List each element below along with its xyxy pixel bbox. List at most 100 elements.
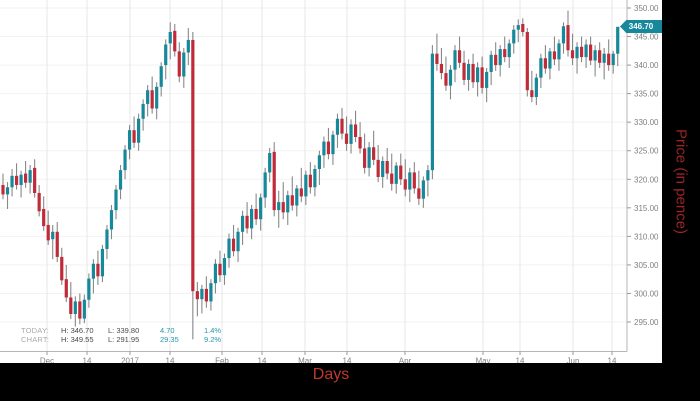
candle[interactable] [46,210,50,245]
candle[interactable] [14,163,19,190]
candle[interactable] [272,142,276,217]
candle[interactable] [78,293,82,325]
candle[interactable] [390,153,394,191]
candle[interactable] [539,53,543,88]
candle[interactable] [227,233,231,268]
candle[interactable] [579,36,584,63]
candle[interactable] [195,282,199,317]
candle[interactable] [394,162,398,194]
candle[interactable] [616,26,620,67]
candle[interactable] [304,170,308,205]
candle[interactable] [403,159,407,197]
candle[interactable] [358,122,362,154]
candle[interactable] [462,50,466,86]
candle[interactable] [173,23,177,57]
candle[interactable] [372,130,376,165]
candle[interactable] [168,22,172,60]
candle[interactable] [570,33,575,66]
candle[interactable] [222,253,227,285]
candle[interactable] [33,159,37,198]
candlestick-chart[interactable]: 350.00 345.00 340.00 335.00 330.00 325.00 320.… [0,0,662,363]
candle[interactable] [10,168,14,197]
candle[interactable] [498,45,502,77]
candle[interactable] [385,147,389,180]
candle[interactable] [408,167,412,203]
candle[interactable] [200,284,204,314]
candle[interactable] [417,170,421,205]
candle[interactable] [213,259,218,294]
candle[interactable] [236,227,240,263]
candle[interactable] [367,142,371,177]
candle[interactable] [73,296,77,327]
candle[interactable] [132,116,136,148]
candle[interactable] [503,36,507,63]
candle[interactable] [381,156,385,188]
candle[interactable] [105,224,109,260]
candle[interactable] [494,42,498,71]
candle[interactable] [268,147,272,183]
candle[interactable] [317,150,321,185]
candle[interactable] [611,50,615,74]
candle[interactable] [141,99,145,131]
candle[interactable] [326,127,331,160]
candle[interactable] [19,170,23,198]
candle[interactable] [439,47,444,80]
candle[interactable] [254,193,258,225]
candle[interactable] [399,153,403,185]
candle[interactable] [231,224,236,257]
candle[interactable] [525,27,529,97]
candle[interactable] [598,42,602,68]
candle[interactable] [91,259,95,294]
candle[interactable] [602,47,606,80]
candle[interactable] [250,204,254,240]
candle[interactable] [64,264,68,303]
candle[interactable] [435,33,439,71]
candle[interactable] [322,136,326,168]
candle[interactable] [127,125,132,160]
candle[interactable] [566,10,570,57]
candle[interactable] [150,76,154,114]
candle[interactable] [245,202,249,234]
candle[interactable] [548,47,552,80]
candle[interactable] [1,173,5,200]
candle[interactable] [507,39,511,68]
candle[interactable] [159,62,163,97]
candle[interactable] [308,162,312,194]
candle[interactable] [353,110,358,143]
candle[interactable] [259,193,263,231]
candle[interactable] [186,27,190,66]
candle[interactable] [476,62,480,97]
candle[interactable] [363,133,367,174]
candle[interactable] [164,39,168,80]
candle[interactable] [607,39,611,71]
candle[interactable] [96,250,100,285]
candle[interactable] [118,165,123,200]
candle[interactable] [448,65,453,100]
candle[interactable] [521,18,525,37]
candle[interactable] [335,113,340,148]
candle[interactable] [137,113,141,151]
candle[interactable] [281,182,285,220]
candle[interactable] [240,210,245,245]
candle[interactable] [191,31,195,340]
candle[interactable] [584,39,588,68]
candle[interactable] [489,50,493,86]
candle[interactable] [182,47,186,88]
candle[interactable] [412,162,416,194]
candle[interactable] [593,45,597,77]
candle[interactable] [28,165,32,194]
candle[interactable] [426,165,430,197]
candle[interactable] [344,116,349,151]
candle[interactable] [480,56,484,94]
candle[interactable] [552,36,557,66]
candle[interactable] [485,67,489,103]
candle[interactable] [299,167,303,203]
candle[interactable] [376,145,380,183]
candle[interactable] [277,190,281,228]
candle[interactable] [100,244,105,283]
candle[interactable] [512,25,516,54]
candle[interactable] [82,294,86,324]
candle[interactable] [534,73,538,106]
candle[interactable] [55,222,59,263]
candle[interactable] [331,130,335,165]
